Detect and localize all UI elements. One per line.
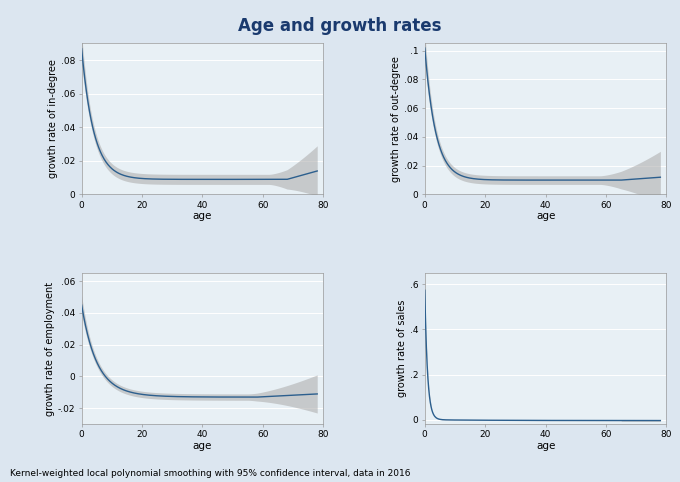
Y-axis label: growth rate of out-degree: growth rate of out-degree (392, 56, 401, 182)
Text: Kernel-weighted local polynomial smoothing with 95% confidence interval, data in: Kernel-weighted local polynomial smoothi… (10, 469, 411, 478)
X-axis label: age: age (192, 211, 212, 221)
Text: Age and growth rates: Age and growth rates (238, 17, 442, 35)
Y-axis label: growth rate of sales: growth rate of sales (397, 300, 407, 397)
X-axis label: age: age (536, 441, 556, 451)
Y-axis label: growth rate of employment: growth rate of employment (45, 281, 55, 415)
Y-axis label: growth rate of in-degree: growth rate of in-degree (48, 59, 58, 178)
X-axis label: age: age (536, 211, 556, 221)
X-axis label: age: age (192, 441, 212, 451)
